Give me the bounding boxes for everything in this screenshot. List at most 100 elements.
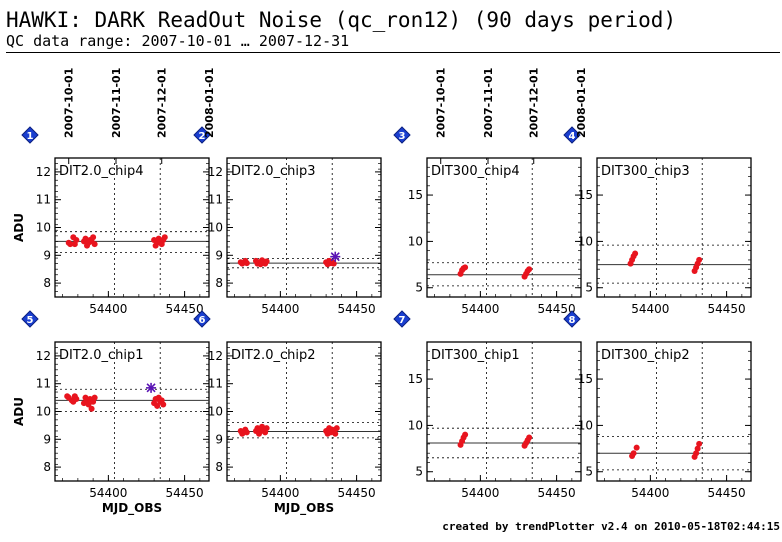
y-tick-label: 8 bbox=[215, 460, 223, 474]
y-tick-label: 11 bbox=[36, 193, 51, 207]
y-tick-label: 12 bbox=[36, 349, 51, 363]
data-point bbox=[239, 430, 246, 437]
date-tick-label: 2008-01-01 bbox=[203, 68, 216, 138]
data-point bbox=[632, 250, 639, 257]
data-point bbox=[462, 431, 469, 438]
data-point bbox=[633, 444, 640, 451]
data-point bbox=[330, 260, 337, 267]
x-tick-label: 54400 bbox=[631, 486, 669, 500]
data-point bbox=[526, 266, 533, 273]
data-point bbox=[91, 394, 98, 401]
x-tick-label: 54450 bbox=[538, 486, 576, 500]
badge-number: 3 bbox=[399, 131, 406, 142]
data-point bbox=[696, 440, 703, 447]
x-tick-label: 54450 bbox=[166, 486, 204, 500]
x-tick-label: 54400 bbox=[461, 302, 499, 316]
data-point bbox=[88, 405, 95, 412]
y-tick-label: 8 bbox=[43, 460, 51, 474]
panel-badge: 6 bbox=[193, 310, 211, 328]
diamond-icon bbox=[193, 310, 211, 328]
panel-label: DIT2.0_chip3 bbox=[231, 164, 315, 179]
y-tick-label: 9 bbox=[215, 432, 223, 446]
plot-frame bbox=[596, 157, 752, 298]
data-point bbox=[526, 434, 533, 441]
y-tick-label: 15 bbox=[408, 188, 423, 202]
date-tick-label: 2007-10-01 bbox=[63, 68, 76, 138]
x-tick-label: 54450 bbox=[338, 302, 376, 316]
panel-6: 6 8 9 10 11 12 54400 54450 DIT2.0_chip2 MJD_OBS bbox=[193, 310, 382, 516]
diamond-icon bbox=[393, 310, 411, 328]
plot-frame bbox=[426, 341, 582, 482]
x-axis-label: MJD_OBS bbox=[102, 501, 162, 516]
data-point bbox=[67, 241, 74, 248]
y-axis-label: ADU bbox=[12, 213, 26, 242]
panel-badge: 5 bbox=[21, 310, 39, 328]
date-tick-label: 2007-11-01 bbox=[110, 68, 123, 138]
data-point bbox=[73, 237, 80, 244]
data-point bbox=[462, 264, 469, 271]
y-tick-label: 15 bbox=[578, 372, 593, 386]
y-tick-label: 5 bbox=[415, 281, 423, 295]
badge-number: 5 bbox=[27, 315, 34, 326]
diamond-icon bbox=[21, 126, 39, 144]
x-tick-label: 54400 bbox=[261, 486, 299, 500]
data-point bbox=[263, 258, 270, 265]
data-point bbox=[161, 234, 168, 241]
panel-3: 3 5 10 15 54400 54450 DIT300_chip4 bbox=[393, 126, 582, 316]
diamond-icon bbox=[563, 310, 581, 328]
footer-credit: created by trendPlotter v2.4 on 2010-05-… bbox=[442, 520, 780, 533]
badge-number: 8 bbox=[569, 315, 576, 326]
y-tick-label: 9 bbox=[43, 432, 51, 446]
page-title: HAWKI: DARK ReadOut Noise (qc_ron12) (90… bbox=[6, 8, 677, 32]
x-tick-label: 54450 bbox=[708, 302, 746, 316]
data-point bbox=[82, 235, 89, 242]
panel-2: 2 8 9 10 11 12 54400 54450 DIT2.0_chip3 bbox=[193, 126, 382, 316]
date-tick-label: 2007-10-01 bbox=[435, 68, 448, 138]
title-divider bbox=[6, 52, 780, 53]
badge-number: 7 bbox=[399, 315, 406, 326]
data-point bbox=[263, 425, 270, 432]
panel-badge: 2 bbox=[193, 126, 211, 144]
y-tick-label: 15 bbox=[578, 188, 593, 202]
y-axis-label: ADU bbox=[12, 397, 26, 426]
date-tick-label: 2007-12-01 bbox=[156, 68, 169, 138]
data-point bbox=[333, 425, 340, 432]
x-tick-label: 54400 bbox=[461, 486, 499, 500]
diamond-icon bbox=[21, 310, 39, 328]
x-tick-label: 54450 bbox=[166, 302, 204, 316]
data-point bbox=[85, 401, 92, 408]
panel-label: DIT300_chip3 bbox=[601, 164, 690, 179]
y-tick-label: 9 bbox=[215, 248, 223, 262]
plot-frame bbox=[596, 341, 752, 482]
diamond-icon bbox=[193, 126, 211, 144]
x-tick-label: 54400 bbox=[89, 486, 127, 500]
x-tick-label: 54400 bbox=[261, 302, 299, 316]
panel-5: 5 8 9 10 11 12 54400 54450 DIT2.0_chip1 ADU MJD_OB… bbox=[12, 310, 210, 516]
panel-label: DIT300_chip4 bbox=[431, 164, 520, 179]
panel-7: 7 5 10 15 54400 54450 DIT300_chip1 bbox=[393, 310, 582, 500]
y-tick-label: 10 bbox=[208, 221, 223, 235]
data-point bbox=[693, 450, 700, 457]
data-point bbox=[630, 450, 637, 457]
plot-frame bbox=[426, 157, 582, 298]
panel-label: DIT300_chip2 bbox=[601, 348, 690, 363]
y-tick-label: 10 bbox=[36, 221, 51, 235]
data-point bbox=[90, 234, 97, 241]
date-tick-label: 2007-11-01 bbox=[482, 68, 495, 138]
panel-1: 1 8 9 10 11 12 54400 54450 DIT2.0_chip4 ADU bbox=[12, 126, 210, 316]
data-point bbox=[243, 260, 250, 267]
panel-label: DIT2.0_chip2 bbox=[231, 348, 315, 363]
outlier-point bbox=[146, 382, 157, 393]
data-point bbox=[332, 430, 339, 437]
panel-8: 8 5 10 15 54400 54450 DIT300_chip2 bbox=[563, 310, 752, 500]
panel-badge: 4 bbox=[563, 126, 581, 144]
y-tick-label: 11 bbox=[208, 377, 223, 391]
y-tick-label: 11 bbox=[36, 377, 51, 391]
x-tick-label: 54400 bbox=[631, 302, 669, 316]
panel-badge: 7 bbox=[393, 310, 411, 328]
panel-label: DIT300_chip1 bbox=[431, 348, 520, 363]
panel-label: DIT2.0_chip1 bbox=[59, 348, 143, 363]
page-subtitle: QC data range: 2007-10-01 … 2007-12-31 bbox=[6, 32, 350, 50]
